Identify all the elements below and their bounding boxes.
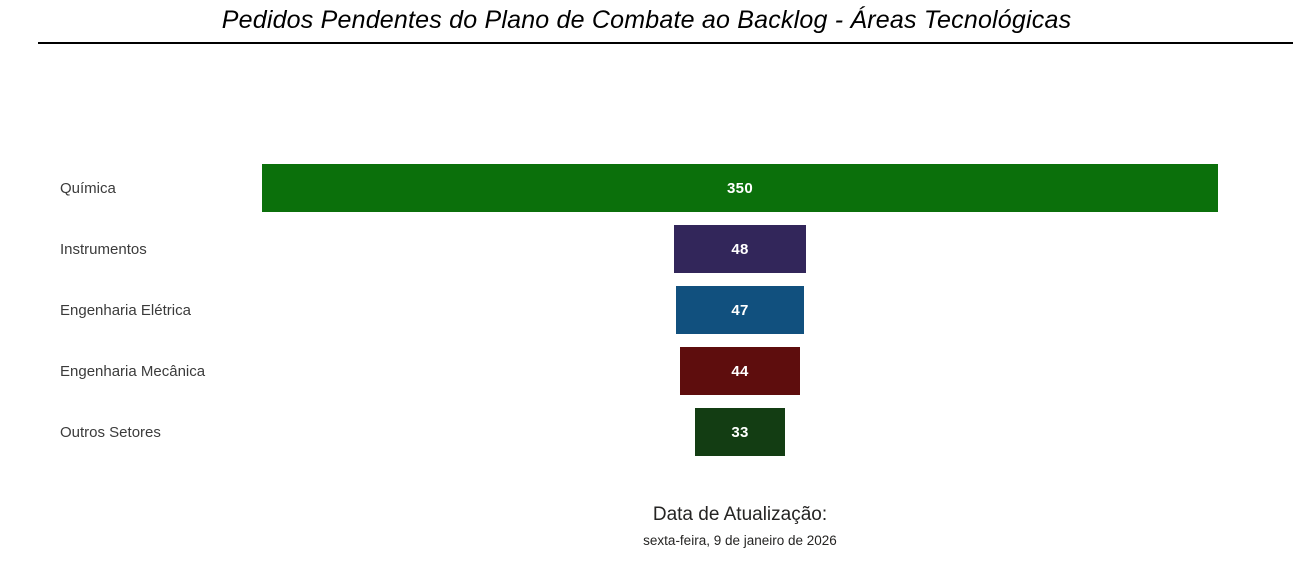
chart-footer: Data de Atualização: sexta-feira, 9 de j… [262, 504, 1218, 548]
bar-area: 350 [262, 164, 1218, 212]
bar-value-label: 48 [731, 240, 749, 258]
bar-value-label: 350 [727, 179, 753, 197]
bar-value-label: 33 [731, 423, 749, 441]
funnel-row: Engenharia Elétrica 47 [60, 286, 1218, 334]
title-divider [38, 42, 1293, 44]
funnel-row: Engenharia Mecânica 44 [60, 347, 1218, 395]
bar-area: 44 [262, 347, 1218, 395]
funnel-row: Outros Setores 33 [60, 408, 1218, 456]
category-label: Química [60, 179, 116, 197]
funnel-rows: Química 350 Instrumentos 48 Engenharia Elétr… [60, 164, 1218, 456]
funnel-chart: Química 350 Instrumentos 48 Engenharia Elétr… [0, 164, 1293, 456]
bar-area: 48 [262, 225, 1218, 273]
funnel-bar[interactable]: 44 [679, 347, 801, 395]
bar-value-label: 44 [731, 362, 749, 380]
bar-area: 47 [262, 286, 1218, 334]
category-label: Engenharia Mecânica [60, 362, 206, 380]
report-header: Pedidos Pendentes do Plano de Combate ao… [0, 0, 1293, 44]
category-label: Outros Setores [60, 423, 161, 441]
funnel-bar[interactable]: 48 [674, 225, 806, 273]
update-date: sexta-feira, 9 de janeiro de 2026 [643, 533, 837, 548]
page-title: Pedidos Pendentes do Plano de Combate ao… [221, 6, 1072, 34]
funnel-row: Química 350 [60, 164, 1218, 212]
category-label: Instrumentos [60, 240, 147, 258]
category-label: Engenharia Elétrica [60, 301, 191, 319]
funnel-bar[interactable]: 47 [675, 286, 805, 334]
funnel-bar[interactable]: 350 [262, 164, 1218, 212]
update-label: Data de Atualização: [652, 504, 828, 525]
bar-value-label: 47 [731, 301, 749, 319]
funnel-row: Instrumentos 48 [60, 225, 1218, 273]
bar-area: 33 [262, 408, 1218, 456]
funnel-bar[interactable]: 33 [694, 408, 786, 456]
